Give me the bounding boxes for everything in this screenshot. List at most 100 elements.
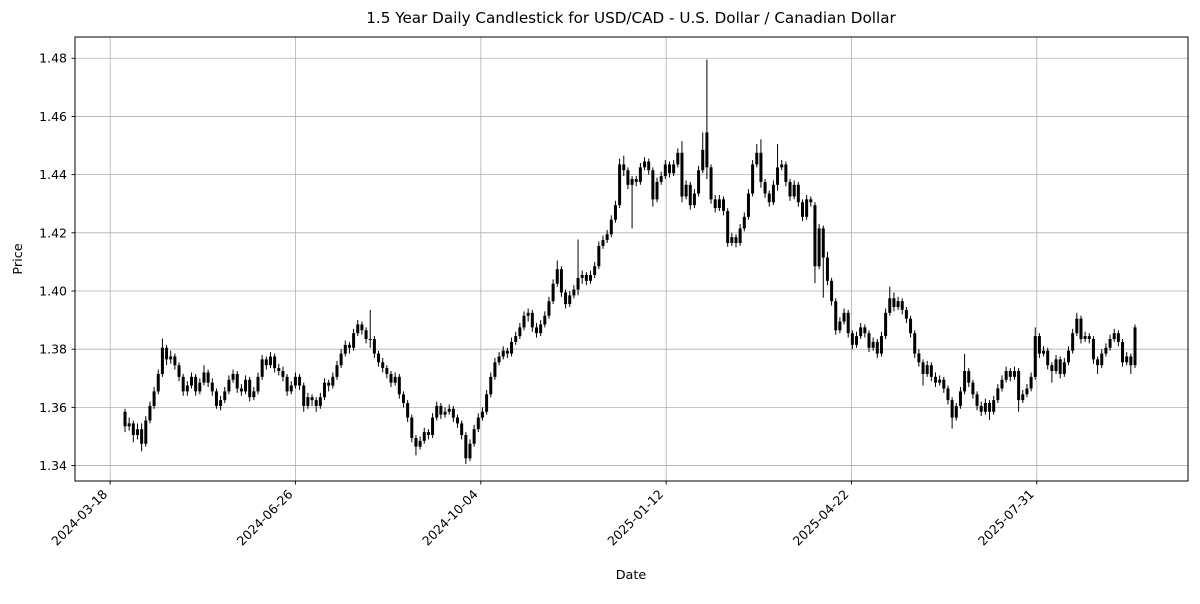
candle-body bbox=[206, 372, 210, 383]
candle-body bbox=[913, 333, 917, 354]
candle-body bbox=[933, 376, 937, 383]
candle-body bbox=[593, 266, 597, 276]
candle-body bbox=[135, 429, 139, 436]
candle-body bbox=[323, 382, 327, 398]
candle-body bbox=[356, 324, 360, 334]
candle-body bbox=[717, 199, 721, 209]
candle-body bbox=[235, 373, 239, 389]
candle-body bbox=[676, 152, 680, 165]
candle-body bbox=[788, 181, 792, 197]
candle-body bbox=[422, 432, 426, 441]
candle-body bbox=[273, 356, 277, 369]
candle-body bbox=[796, 184, 800, 203]
candle-body bbox=[131, 423, 135, 436]
candle-body bbox=[252, 391, 256, 398]
candle-body bbox=[514, 336, 518, 342]
candle-body bbox=[842, 312, 846, 322]
candle-body bbox=[1033, 336, 1037, 377]
candle-body bbox=[909, 318, 913, 334]
candle-body bbox=[1025, 388, 1029, 395]
candle-body bbox=[684, 184, 688, 197]
y-tick-label: 1.46 bbox=[39, 109, 67, 124]
candle-body bbox=[626, 170, 630, 185]
candle-body bbox=[314, 400, 318, 406]
candle-body bbox=[551, 283, 555, 302]
candle-body bbox=[264, 359, 268, 366]
candle-body bbox=[983, 403, 987, 412]
candle-body bbox=[410, 417, 414, 438]
candle-body bbox=[381, 362, 385, 369]
y-tick-label: 1.40 bbox=[39, 284, 67, 299]
candle-body bbox=[892, 298, 896, 308]
candle-body bbox=[1108, 339, 1112, 348]
candle-body bbox=[306, 397, 310, 406]
candle-body bbox=[298, 376, 302, 386]
candle-body bbox=[884, 312, 888, 337]
candle-body bbox=[547, 301, 551, 316]
candle-body bbox=[722, 199, 726, 211]
candle-body bbox=[152, 391, 156, 406]
candle-body bbox=[169, 356, 173, 360]
candle-body bbox=[896, 301, 900, 308]
candle-body bbox=[497, 356, 501, 363]
candle-body bbox=[418, 440, 422, 447]
candle-body bbox=[618, 164, 622, 206]
candle-body bbox=[622, 164, 626, 171]
candle-body bbox=[692, 193, 696, 206]
candle-body bbox=[863, 327, 867, 334]
candle-body bbox=[867, 333, 871, 348]
candle-body bbox=[763, 181, 767, 194]
candle-body bbox=[572, 289, 576, 296]
candle-body bbox=[651, 170, 655, 200]
candle-body bbox=[439, 405, 443, 415]
candle-body bbox=[1042, 350, 1046, 354]
candle-body bbox=[389, 373, 393, 383]
candle-body bbox=[634, 178, 638, 182]
candle-body bbox=[946, 388, 950, 401]
candle-body bbox=[1129, 356, 1133, 366]
candle-body bbox=[219, 400, 223, 406]
candle-body bbox=[738, 228, 742, 243]
candle-body bbox=[302, 385, 306, 406]
candle-body bbox=[942, 379, 946, 389]
candle-body bbox=[310, 397, 314, 401]
candle-body bbox=[1054, 359, 1058, 372]
candle-body bbox=[647, 161, 651, 171]
candle-body bbox=[339, 353, 343, 366]
candle-body bbox=[697, 170, 701, 194]
candle-body bbox=[165, 347, 169, 360]
candle-body bbox=[638, 167, 642, 182]
candle-body bbox=[800, 202, 804, 217]
candle-body bbox=[672, 164, 676, 174]
candle-body bbox=[988, 403, 992, 412]
candle-body bbox=[580, 275, 584, 278]
candle-body bbox=[1046, 350, 1050, 366]
candle-body bbox=[260, 359, 264, 377]
candle-body bbox=[526, 312, 530, 316]
candle-body bbox=[855, 336, 859, 345]
candle-body bbox=[185, 385, 189, 392]
candle-body bbox=[173, 356, 177, 366]
candle-body bbox=[655, 181, 659, 200]
candle-body bbox=[1071, 333, 1075, 351]
candle-body bbox=[963, 371, 967, 392]
candle-body bbox=[223, 391, 227, 401]
candle-body bbox=[447, 408, 451, 412]
candle-body bbox=[256, 376, 260, 392]
candle-body bbox=[148, 405, 152, 421]
candle-body bbox=[701, 149, 705, 171]
candle-body bbox=[1125, 356, 1129, 363]
chart-title: 1.5 Year Daily Candlestick for USD/CAD -… bbox=[366, 9, 896, 27]
candle-body bbox=[996, 388, 1000, 401]
candle-body bbox=[713, 199, 717, 209]
candle-body bbox=[589, 275, 593, 281]
candle-body bbox=[925, 365, 929, 374]
candle-body bbox=[1100, 353, 1104, 366]
candle-body bbox=[493, 362, 497, 377]
candle-body bbox=[954, 405, 958, 418]
candle-body bbox=[759, 152, 763, 182]
candle-body bbox=[426, 432, 430, 436]
candle-body bbox=[343, 344, 347, 354]
candle-series bbox=[123, 59, 1137, 465]
